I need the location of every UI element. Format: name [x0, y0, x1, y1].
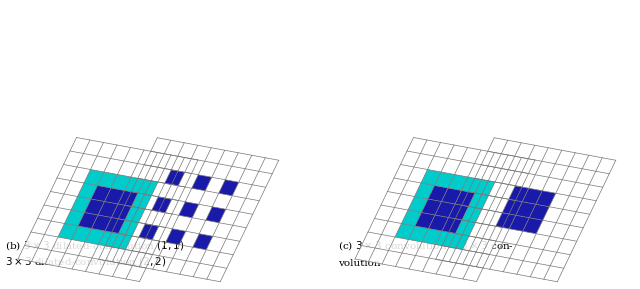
Polygon shape [456, 220, 476, 236]
Polygon shape [99, 231, 118, 247]
Polygon shape [449, 204, 468, 220]
Polygon shape [529, 204, 549, 220]
Polygon shape [422, 229, 442, 244]
Polygon shape [462, 207, 482, 223]
Polygon shape [442, 188, 461, 204]
Polygon shape [104, 188, 125, 204]
Polygon shape [138, 179, 158, 195]
Text: volution: volution [338, 259, 381, 268]
Polygon shape [85, 229, 105, 244]
Polygon shape [448, 175, 468, 190]
Polygon shape [111, 175, 131, 190]
Polygon shape [408, 197, 428, 212]
Polygon shape [131, 193, 152, 209]
Polygon shape [111, 204, 131, 220]
Polygon shape [99, 138, 279, 282]
Polygon shape [91, 186, 111, 201]
Polygon shape [193, 234, 212, 250]
Polygon shape [152, 197, 172, 213]
Polygon shape [435, 201, 455, 218]
Polygon shape [422, 199, 442, 215]
Polygon shape [509, 215, 529, 231]
Polygon shape [475, 179, 495, 195]
Polygon shape [468, 193, 488, 209]
Polygon shape [77, 183, 97, 199]
Polygon shape [71, 197, 91, 212]
Polygon shape [192, 175, 212, 191]
Polygon shape [442, 218, 462, 234]
Polygon shape [58, 223, 78, 240]
Polygon shape [516, 202, 536, 218]
Polygon shape [435, 231, 456, 247]
Polygon shape [164, 170, 185, 186]
Polygon shape [78, 212, 98, 229]
Polygon shape [536, 191, 556, 207]
Polygon shape [496, 213, 516, 229]
Polygon shape [509, 186, 529, 202]
Polygon shape [105, 218, 125, 234]
Polygon shape [395, 223, 415, 240]
Polygon shape [436, 138, 616, 282]
Polygon shape [455, 190, 475, 207]
Text: (b) $3\times3$ dilated-convolution $(1,1)$: (b) $3\times3$ dilated-convolution $(1,1… [5, 239, 184, 252]
Text: (c) $3\times3$ convolution $+$ $3\times3$ con-: (c) $3\times3$ convolution $+$ $3\times3… [338, 239, 514, 252]
Polygon shape [205, 207, 226, 223]
Polygon shape [98, 201, 118, 218]
Polygon shape [84, 199, 104, 215]
Polygon shape [449, 234, 469, 249]
Polygon shape [72, 226, 92, 242]
Polygon shape [461, 177, 481, 193]
Polygon shape [65, 210, 84, 226]
Polygon shape [429, 215, 449, 231]
Polygon shape [139, 224, 159, 240]
Polygon shape [219, 180, 239, 196]
Polygon shape [355, 138, 535, 281]
Polygon shape [435, 172, 454, 188]
Polygon shape [97, 172, 118, 188]
Polygon shape [415, 183, 435, 199]
Text: $3\times3$ dilated-convolution $(2,2)$: $3\times3$ dilated-convolution $(2,2)$ [5, 255, 166, 268]
Polygon shape [523, 218, 543, 234]
Polygon shape [125, 177, 145, 193]
Polygon shape [84, 170, 104, 186]
Polygon shape [401, 210, 422, 226]
Polygon shape [18, 138, 198, 281]
Polygon shape [179, 202, 199, 218]
Polygon shape [166, 229, 186, 245]
Polygon shape [118, 190, 138, 207]
Polygon shape [125, 207, 145, 223]
Polygon shape [421, 170, 441, 186]
Polygon shape [522, 188, 542, 204]
Polygon shape [92, 215, 111, 231]
Polygon shape [112, 234, 132, 249]
Polygon shape [415, 212, 435, 229]
Polygon shape [428, 186, 448, 201]
Polygon shape [408, 226, 429, 242]
Polygon shape [118, 220, 138, 236]
Polygon shape [502, 199, 522, 215]
